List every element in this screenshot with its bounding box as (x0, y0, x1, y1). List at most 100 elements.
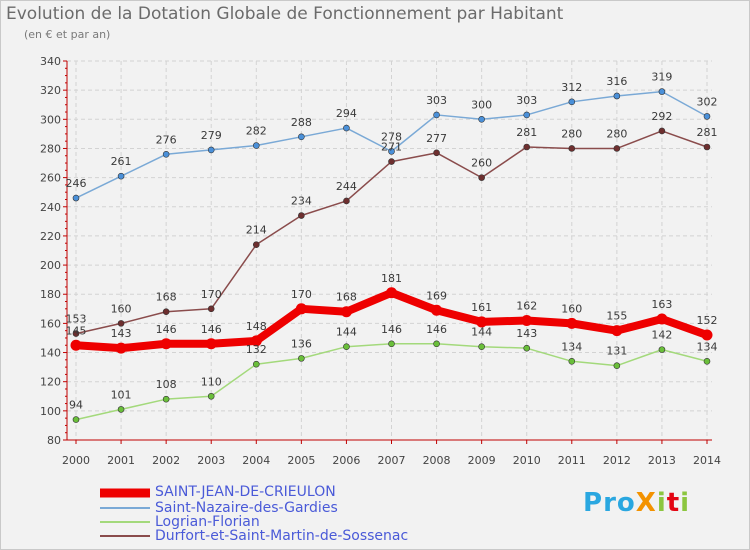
legend-swatch (100, 507, 150, 509)
data-point (613, 145, 621, 152)
legend-swatch (100, 488, 150, 497)
data-point (115, 342, 127, 354)
data-point (295, 303, 307, 315)
data-point (160, 338, 172, 350)
x-tick-label: 2007 (378, 454, 406, 467)
data-point (298, 212, 305, 219)
data-labels: 145 143 146 146 148 170 168 181 169 161 162 160 155 1… (66, 71, 718, 412)
data-label: 277 (426, 132, 447, 145)
data-label: 170 (201, 288, 222, 301)
y-tick-label: 80 (47, 434, 61, 447)
data-point (431, 304, 443, 316)
data-point (207, 392, 215, 400)
data-label: 214 (246, 224, 267, 237)
data-label: 152 (697, 314, 718, 327)
data-label: 281 (697, 126, 718, 139)
data-label: 261 (111, 155, 132, 168)
data-point (478, 116, 485, 123)
data-label: 161 (471, 301, 492, 314)
data-label: 144 (471, 326, 492, 339)
plot-area (67, 61, 712, 440)
data-label: 108 (156, 378, 177, 391)
data-point (388, 148, 395, 155)
data-label: 282 (246, 125, 267, 138)
data-label: 136 (291, 337, 312, 350)
data-label: 244 (336, 180, 357, 193)
legend-label: SAINT-JEAN-DE-CRIEULON (155, 484, 336, 500)
data-label: 143 (516, 327, 537, 340)
data-label: 292 (651, 110, 672, 123)
data-point (298, 133, 305, 141)
y-tick-label: 260 (40, 172, 61, 185)
x-tick-label: 2001 (107, 454, 135, 467)
data-label: 294 (336, 107, 357, 120)
data-label: 168 (156, 291, 177, 304)
data-point (117, 172, 125, 180)
data-label: 279 (201, 129, 222, 142)
data-point (340, 306, 352, 318)
data-label: 280 (561, 127, 582, 140)
data-point (703, 357, 711, 365)
data-point (72, 416, 80, 423)
data-point (613, 92, 621, 100)
data-label: 302 (697, 95, 718, 108)
x-tick-label: 2011 (558, 454, 586, 467)
data-label: 316 (606, 75, 627, 88)
data-label: 170 (291, 288, 312, 301)
data-label: 303 (516, 94, 537, 107)
data-label: 101 (111, 388, 132, 401)
data-point (205, 338, 217, 350)
legend-swatch (100, 521, 150, 523)
data-point (658, 88, 666, 95)
data-label: 281 (516, 126, 537, 139)
data-point (250, 335, 262, 347)
data-label: 131 (606, 345, 627, 358)
y-tick-label: 140 (40, 347, 61, 360)
data-point (162, 150, 170, 158)
data-point (476, 316, 488, 328)
x-tick-label: 2012 (603, 454, 631, 467)
data-point (72, 194, 80, 202)
data-point (566, 317, 578, 329)
data-label: 155 (606, 310, 627, 323)
data-label: 94 (69, 399, 83, 412)
data-label: 153 (66, 313, 87, 326)
data-point (207, 146, 215, 154)
data-point (523, 344, 531, 352)
chart-subtitle: (en € et par an) (24, 28, 111, 41)
data-point (252, 241, 260, 248)
data-label: 110 (201, 375, 222, 388)
data-point (298, 355, 305, 362)
data-point (343, 197, 350, 205)
data-label: 160 (561, 302, 582, 315)
data-label: 160 (111, 302, 132, 315)
legend-label: Logrian-Florian (155, 514, 260, 530)
data-point (162, 395, 170, 403)
proxiti-logo: ProXiti (583, 488, 691, 518)
series-lines (70, 88, 713, 423)
data-point (613, 362, 621, 369)
data-label: 303 (426, 94, 447, 107)
y-tick-label: 120 (40, 376, 61, 389)
data-point (656, 313, 668, 325)
data-label: 162 (516, 299, 537, 312)
data-label: 234 (291, 195, 312, 208)
data-label: 271 (381, 141, 402, 154)
data-point (117, 406, 125, 413)
data-point (433, 111, 440, 119)
y-tick-label: 340 (40, 55, 61, 68)
y-tick-label: 200 (40, 259, 61, 272)
data-label: 312 (561, 81, 582, 94)
data-point (521, 314, 533, 326)
data-label: 168 (336, 291, 357, 304)
data-point (478, 343, 485, 351)
data-point (701, 329, 713, 341)
data-label: 163 (651, 298, 672, 311)
y-tick-label: 220 (40, 230, 61, 243)
data-label: 300 (471, 98, 492, 111)
data-label: 142 (651, 329, 672, 342)
y-tick-label: 280 (40, 142, 61, 155)
data-point (523, 143, 531, 151)
data-label: 134 (697, 340, 718, 353)
legend-swatch (100, 535, 150, 537)
